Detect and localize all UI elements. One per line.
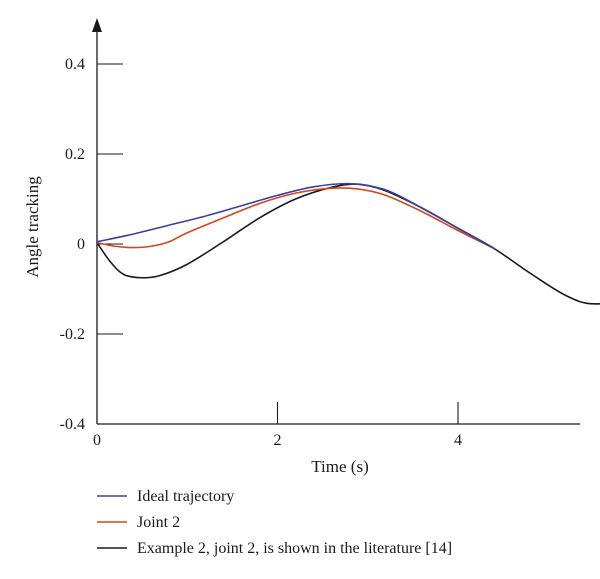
series-line-literature (96, 183, 600, 305)
legend-item-ideal-trajectory: Ideal trajectory (97, 488, 234, 505)
legend-label: Joint 2 (137, 514, 180, 531)
y-tick-label: 0.2 (65, 146, 85, 163)
y-tick-label: -0.2 (60, 326, 85, 343)
series-line-ideal-trajectory (96, 182, 495, 250)
x-tick-label: 4 (454, 432, 462, 449)
y-axis-arrow-icon (92, 18, 102, 32)
x-tick-label: 2 (274, 432, 282, 449)
series-lines (96, 182, 600, 305)
x-ticks: 0246810 (93, 402, 462, 449)
y-tick-label: 0 (77, 236, 85, 253)
y-tick-label: -0.4 (60, 416, 85, 433)
legend-label: Ideal trajectory (137, 488, 234, 505)
legend: Ideal trajectory Joint 2 Example 2, joint … (97, 488, 452, 557)
y-axis-title: Angle tracking (23, 176, 42, 278)
series-line-joint-2 (96, 187, 495, 250)
axes (92, 18, 580, 425)
y-tick-label: 0.4 (65, 56, 85, 73)
x-tick-label: 0 (93, 432, 101, 449)
legend-item-joint-2: Joint 2 (97, 514, 180, 531)
legend-item-literature: Example 2, joint 2, is shown in the lite… (97, 540, 452, 557)
y-ticks: 0.4 0.2 0 -0.2 -0.4 (60, 56, 123, 433)
legend-label: Example 2, joint 2, is shown in the lite… (137, 540, 452, 557)
x-axis-title: Time (s) (311, 457, 368, 476)
